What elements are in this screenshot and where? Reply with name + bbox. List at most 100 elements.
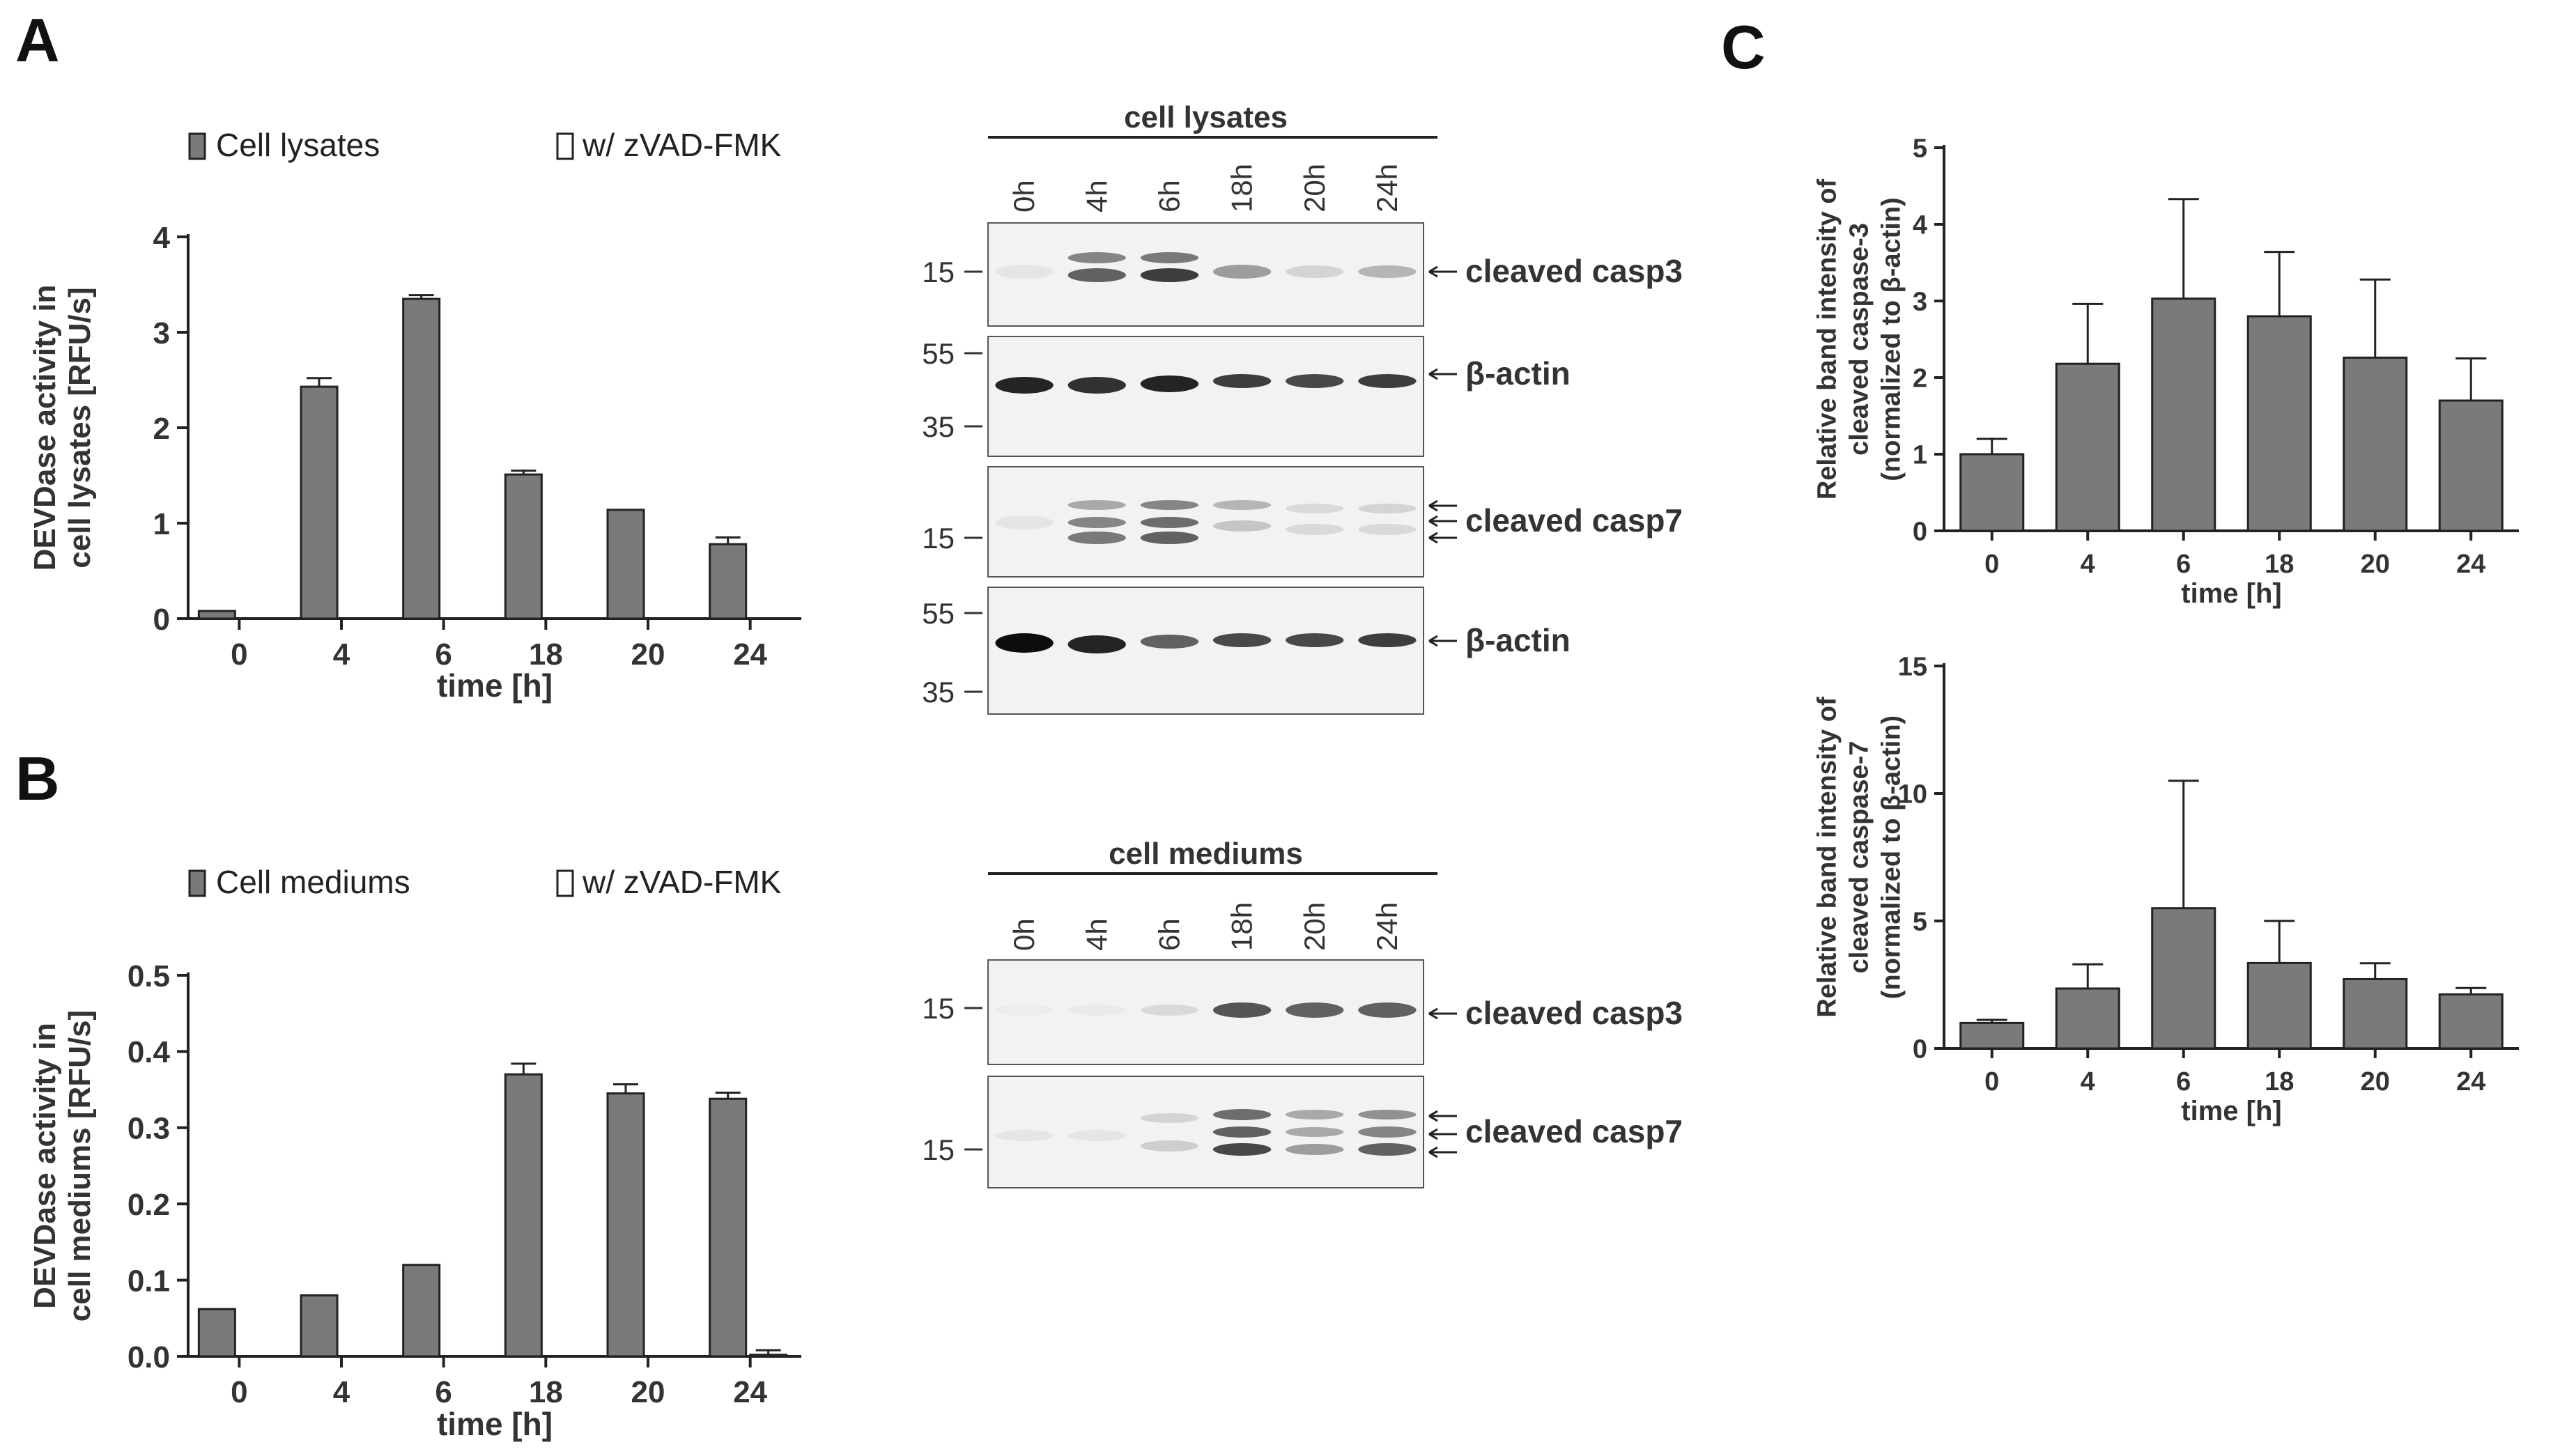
y-tick-label: 4 [1913, 211, 1927, 240]
bar [2343, 356, 2408, 532]
blot-band [1286, 633, 1344, 647]
chart-c-caspase7: 0 5 10 15 0 4 6 18 20 24 time [h] Relative band int… [1812, 653, 2519, 1126]
western-blot-cell-mediums: cell mediums 0h 4h 6h 18h 20h 24h 15 cleaved cas… [922, 837, 1683, 1188]
band-arrow-head [1428, 499, 1438, 512]
bar [504, 473, 543, 620]
mw-marker-label: 15 [922, 522, 955, 555]
band-arrow-head [1428, 515, 1438, 527]
y-tick-label: 0 [1913, 1035, 1927, 1064]
bar [1959, 1021, 2025, 1050]
bar [300, 1294, 339, 1358]
blot-band [995, 377, 1054, 394]
band-label: cleaved casp3 [1465, 995, 1683, 1031]
blot-band [1212, 1002, 1272, 1018]
x-tick-label: 18 [2265, 550, 2294, 579]
y-tick-label: 0 [153, 603, 170, 637]
x-tick-label: 24 [733, 1375, 767, 1409]
bar [2246, 961, 2312, 1050]
x-tick-label: 24 [2456, 1067, 2485, 1097]
chart-b: 0.0 0.1 0.2 0.3 0.4 0.5 0 4 6 18 20 24 time [h] DEVDa… [28, 959, 801, 1442]
blot-band [1140, 268, 1199, 282]
legend-swatch-open [556, 132, 574, 160]
mw-marker-label: 35 [922, 410, 955, 443]
blot-band [1358, 1002, 1417, 1018]
y-axis-label: Relative band intensity of [1812, 179, 1842, 500]
band-arrow-head [1428, 1007, 1438, 1020]
y-axis-label: DEVDase activity in [28, 285, 62, 571]
blot-band [1140, 635, 1199, 649]
legend-a: Cell lysates w/ zVAD-FMK [188, 127, 782, 163]
blot-band [1140, 1140, 1199, 1152]
lane-label: 4h [1080, 918, 1113, 951]
bar [504, 1073, 543, 1358]
blot-band [1358, 1126, 1417, 1138]
blot-strip [987, 466, 1424, 578]
lane-label: 24h [1371, 902, 1403, 951]
blot-band [1067, 252, 1126, 263]
blot-band [1140, 532, 1199, 544]
panel-letter-a: A [15, 6, 60, 75]
y-tick-label: 0.4 [128, 1035, 171, 1069]
western-blot-cell-lysates: cell lysates 0h 4h 6h 18h 20h 24h 15 cleaved cas… [922, 100, 1683, 715]
y-tick-label: 0.1 [128, 1264, 170, 1298]
x-tick-label: 24 [2456, 550, 2485, 579]
mw-marker-label: 15 [922, 992, 955, 1025]
lane-label: 0h [1008, 180, 1040, 212]
panel-letter-b: B [15, 744, 60, 813]
blot-band [1212, 633, 1272, 647]
bar [2246, 315, 2312, 532]
blot-band [1358, 524, 1417, 535]
x-tick-label: 24 [733, 637, 767, 672]
blot-band [1140, 1113, 1199, 1123]
x-tick-label: 20 [2361, 550, 2390, 579]
blot-band [1212, 1143, 1272, 1156]
x-tick-label: 18 [529, 637, 563, 672]
y-axis-label: (normalized to β-actin) [1876, 715, 1906, 999]
legend-swatch-filled [188, 869, 206, 897]
y-tick-label: 1 [1913, 441, 1927, 470]
mw-marker-label: 55 [922, 597, 955, 630]
legend-label-zvad: w/ zVAD-FMK [582, 127, 782, 163]
mw-marker-label: 35 [922, 676, 955, 708]
lane-label: 18h [1226, 164, 1258, 212]
panel-letter-c: C [1721, 13, 1766, 82]
blot-band [1286, 504, 1344, 513]
x-axis-label: time [h] [2181, 578, 2281, 609]
blot-strip [987, 959, 1424, 1065]
x-axis-label: time [h] [2181, 1096, 2281, 1126]
y-tick-label: 0.2 [128, 1188, 170, 1222]
blot-band [1212, 265, 1272, 279]
x-tick-label: 20 [631, 637, 665, 672]
blot-strip [987, 222, 1424, 327]
blot-band [1140, 252, 1199, 263]
y-axis-label: cleaved caspase-3 [1844, 223, 1874, 456]
bar [2151, 907, 2216, 1050]
band-arrow-head [1428, 265, 1438, 278]
lane-label: 4h [1080, 180, 1113, 212]
band-label: cleaved casp7 [1465, 502, 1683, 538]
blot-band [1358, 1110, 1417, 1119]
blot-band [1067, 268, 1126, 282]
y-tick-label: 2 [1913, 364, 1927, 394]
blot-band [995, 633, 1054, 653]
y-axis-label: Relative band intensity of [1812, 697, 1842, 1018]
blot-band [1286, 265, 1344, 278]
y-axis-label: cell lysates [RFU/s] [63, 287, 97, 568]
bar [749, 1354, 788, 1358]
x-tick-label: 18 [2265, 1067, 2294, 1097]
bar [709, 1097, 748, 1358]
x-axis-label: time [h] [437, 667, 553, 704]
blot-strip [987, 1076, 1424, 1188]
y-tick-label: 0.0 [128, 1340, 170, 1374]
mw-marker-label: 55 [922, 337, 955, 370]
blot-band [1358, 633, 1417, 647]
band-arrow-head [1428, 532, 1438, 544]
bar [402, 297, 441, 620]
band-arrow-head [1428, 1128, 1438, 1140]
blot-band [1067, 635, 1126, 653]
y-tick-label: 15 [1898, 653, 1927, 682]
band-label: β-actin [1465, 622, 1571, 658]
blot-band [995, 1130, 1054, 1141]
blot-band [1067, 500, 1126, 510]
legend-label-cell-lysates: Cell lysates [216, 127, 380, 163]
